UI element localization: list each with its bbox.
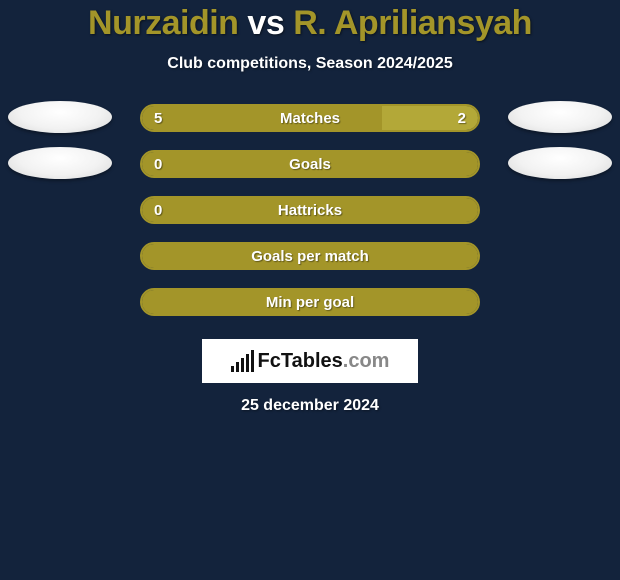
stat-row: Goals per match (0, 233, 620, 279)
left-bubble (8, 147, 112, 179)
fctables-logo: FcTables.com (202, 339, 418, 383)
stat-rows: Matches52Goals0Hattricks0Goals per match… (0, 95, 620, 325)
stat-bar: Goals0 (140, 150, 480, 178)
player1-name: Nurzaidin (88, 4, 238, 42)
stat-row: Matches5 2 (0, 95, 620, 141)
stat-bar: Matches5 2 (140, 104, 480, 132)
stat-value-left: 5 (154, 106, 162, 130)
logo-text-suffix: .com (343, 350, 390, 372)
logo-text: FcTables.com (258, 350, 390, 373)
stat-label: Matches (142, 106, 478, 130)
stat-row: Goals0 (0, 141, 620, 187)
stat-bar: Goals per match (140, 242, 480, 270)
stat-label: Hattricks (142, 198, 478, 222)
right-bubble (508, 101, 612, 133)
stat-row: Min per goal (0, 279, 620, 325)
subtitle: Club competitions, Season 2024/2025 (0, 55, 620, 73)
stat-value-right: 2 (458, 106, 466, 130)
stat-label: Goals per match (142, 244, 478, 268)
stat-bar: Min per goal (140, 288, 480, 316)
left-bubble (8, 101, 112, 133)
right-bubble (508, 147, 612, 179)
logo-text-main: FcTables (258, 350, 343, 372)
stat-row: Hattricks0 (0, 187, 620, 233)
date-label: 25 december 2024 (0, 397, 620, 415)
stat-value-left: 0 (154, 152, 162, 176)
stat-label: Goals (142, 152, 478, 176)
vs-label: vs (247, 4, 284, 42)
stat-bar: Hattricks0 (140, 196, 480, 224)
logo-bars-icon (231, 350, 254, 372)
player2-name: R. Apriliansyah (293, 4, 532, 42)
stat-label: Min per goal (142, 290, 478, 314)
comparison-title: Nurzaidin vs R. Apriliansyah (0, 0, 620, 43)
stat-value-left: 0 (154, 198, 162, 222)
